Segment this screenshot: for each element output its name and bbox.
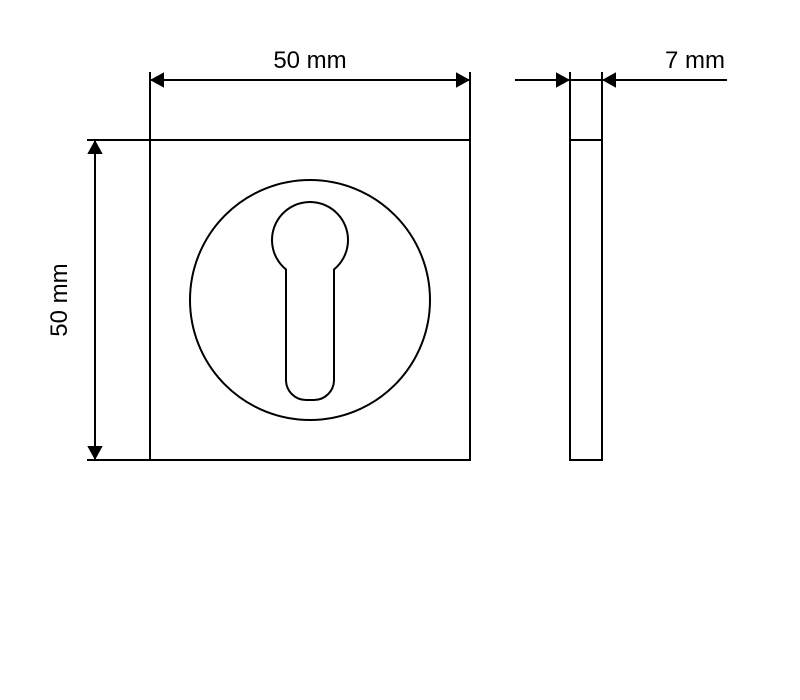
dimension-width: 50 mm xyxy=(150,47,470,140)
side-plate xyxy=(570,140,602,460)
front-plate xyxy=(150,140,470,460)
dimension-depth: 7 mm xyxy=(515,47,727,140)
keyhole-outline xyxy=(272,202,348,400)
dimension-depth-label: 7 mm xyxy=(665,47,725,74)
front-circle xyxy=(190,180,430,420)
dimension-height-label: 50 mm xyxy=(46,263,73,336)
technical-drawing: 50 mm 7 mm 50 mm xyxy=(0,0,800,700)
dimension-height: 50 mm xyxy=(46,140,150,460)
dimension-width-label: 50 mm xyxy=(273,47,346,74)
